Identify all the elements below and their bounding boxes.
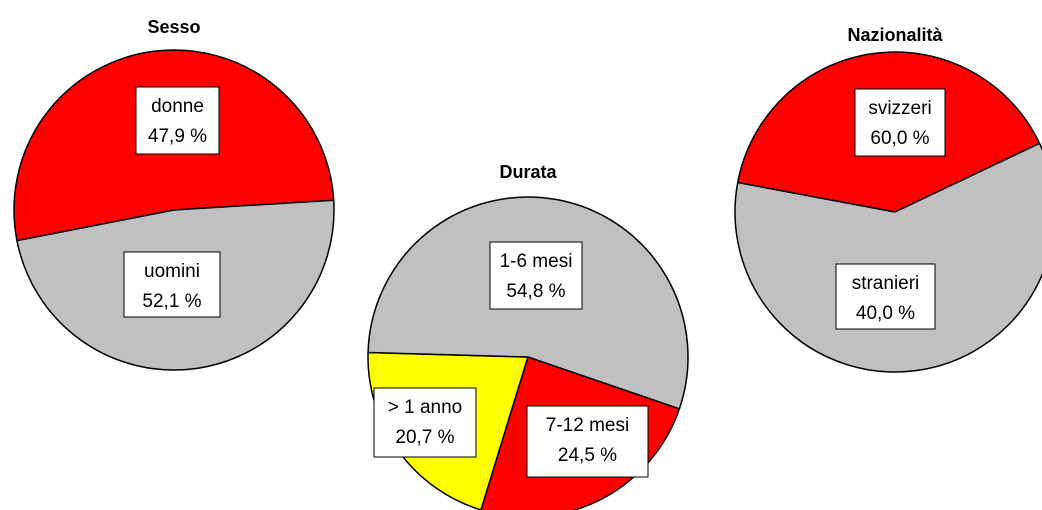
slice-label-donne: donne 47,9 %	[135, 86, 220, 155]
slice-label-name: uomini	[144, 261, 200, 282]
slice-label-1-anno: > 1 anno 20,7 %	[373, 387, 477, 458]
slice-labels: donne 47,9 % uomini 52,1 %	[123, 86, 221, 318]
chart-title: Nazionalità	[847, 25, 943, 45]
slice-label-stranieri: stranieri 40,0 %	[835, 263, 936, 330]
slice-label-1-6-mesi: 1-6 mesi 54,8 %	[489, 241, 583, 310]
chart-title: Sesso	[147, 17, 200, 37]
slice-labels: 1-6 mesi 54,8 % 7-12 mesi 24,5 % > 1 anno 20,…	[373, 241, 649, 478]
slice-label-svizzeri: svizzeri 60,0 %	[854, 88, 946, 157]
slice-label-name: > 1 anno	[388, 397, 463, 418]
slice-label-name: 1-6 mesi	[500, 251, 573, 272]
label-box	[835, 263, 936, 330]
slice-label-7-12-mesi: 7-12 mesi 24,5 %	[526, 405, 649, 478]
label-box	[854, 88, 946, 157]
pie-slice-svizzeri	[734, 142, 1042, 373]
label-box	[135, 86, 220, 155]
label-box	[526, 405, 649, 478]
slice-label-value: 40,0 %	[856, 303, 915, 324]
slice-label-value: 47,9 %	[148, 126, 207, 147]
slice-label-name: stranieri	[852, 273, 920, 294]
slice-label-name: 7-12 mesi	[546, 415, 629, 436]
slice-label-value: 54,8 %	[506, 281, 565, 302]
slice-label-name: donne	[151, 96, 204, 117]
label-box	[373, 387, 477, 458]
pie-chart-durata: Durata 1-6 mesi 54,8 % 7-12 mesi 24,5 % > 1 …	[367, 162, 689, 510]
slice-labels: svizzeri 60,0 % stranieri 40,0 %	[835, 88, 946, 330]
slice-label-value: 24,5 %	[558, 445, 617, 466]
slice-label-uomini: uomini 52,1 %	[123, 251, 221, 318]
slice-label-value: 52,1 %	[142, 291, 201, 312]
chart-title: Durata	[499, 162, 557, 182]
slice-label-name: svizzeri	[868, 98, 931, 119]
pie-chart-nazionalita: Nazionalità svizzeri 60,0 % stranieri 40,0 …	[734, 25, 1042, 373]
pie-chart-sesso: Sesso donne 47,9 % uomini 52,1 %	[13, 17, 335, 371]
slice-label-value: 20,7 %	[395, 427, 454, 448]
label-box	[489, 241, 583, 310]
label-box	[123, 251, 221, 318]
slice-label-value: 60,0 %	[870, 128, 929, 149]
